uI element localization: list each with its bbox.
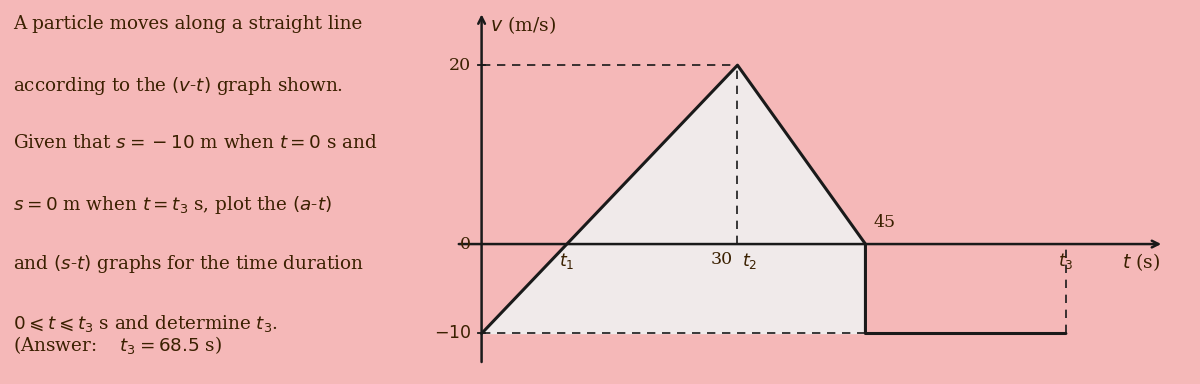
- Text: $v$ (m/s): $v$ (m/s): [490, 14, 556, 36]
- Text: 45: 45: [874, 214, 896, 231]
- Text: $-10$: $-10$: [434, 325, 472, 342]
- Text: $0 \leqslant t \leqslant t_3$ s and determine $t_3$.: $0 \leqslant t \leqslant t_3$ s and dete…: [13, 313, 278, 334]
- Text: $t_1$: $t_1$: [559, 251, 575, 271]
- Text: A particle moves along a straight line: A particle moves along a straight line: [13, 15, 362, 33]
- Text: according to the $(v$-$t)$ graph shown.: according to the $(v$-$t)$ graph shown.: [13, 75, 343, 97]
- Text: $t_3$: $t_3$: [1058, 251, 1074, 271]
- Text: and $(s$-$t)$ graphs for the time duration: and $(s$-$t)$ graphs for the time durati…: [13, 253, 364, 275]
- Text: (Answer:    $t_3 = 68.5$ s): (Answer: $t_3 = 68.5$ s): [13, 334, 222, 356]
- Text: $t_2$: $t_2$: [742, 251, 757, 271]
- Text: Given that $s = -10$ m when $t = 0$ s and: Given that $s = -10$ m when $t = 0$ s an…: [13, 134, 378, 152]
- Text: 20: 20: [449, 57, 472, 74]
- Text: 0: 0: [461, 235, 472, 253]
- Text: $t$ (s): $t$ (s): [1122, 251, 1159, 273]
- Polygon shape: [481, 65, 1066, 333]
- Text: $s = 0$ m when $t = t_3$ s, plot the $(a$-$t)$: $s = 0$ m when $t = t_3$ s, plot the $(a…: [13, 194, 332, 216]
- Text: 30: 30: [712, 251, 733, 268]
